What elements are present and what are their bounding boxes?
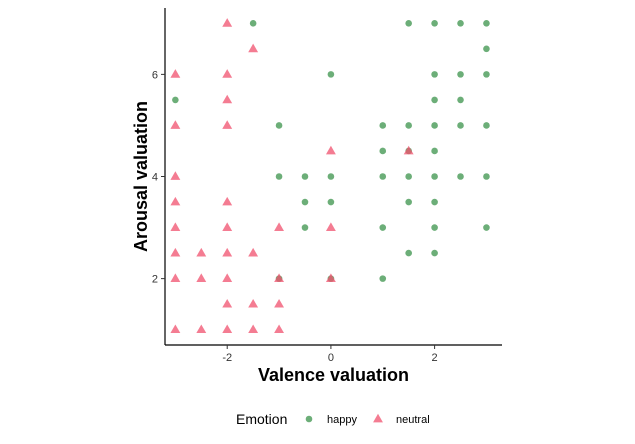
happy-point: [379, 173, 387, 180]
x-tick-label: -2: [222, 352, 232, 364]
legend-item-happy: happy: [305, 414, 357, 426]
happy-point: [483, 122, 490, 129]
neutral-point: [325, 273, 336, 283]
y-tick-label: 6: [152, 69, 158, 81]
happy-point: [431, 198, 438, 206]
y-tick-label: 4: [152, 172, 158, 184]
neutral-point: [222, 69, 233, 78]
neutral-point: [222, 222, 233, 231]
happy-point: [249, 20, 257, 27]
happy-point: [405, 249, 412, 257]
happy-point: [431, 122, 438, 129]
happy-point: [431, 173, 438, 180]
happy-point: [483, 45, 490, 53]
neutral-point: [170, 196, 181, 206]
legend-key-neutral: [373, 413, 383, 423]
x-axis-title: Valence valuation: [258, 365, 409, 385]
neutral-point: [222, 94, 233, 104]
x-tick-label: 0: [328, 352, 334, 364]
happy-point: [327, 198, 335, 206]
happy-point: [379, 224, 387, 231]
happy-point: [379, 275, 387, 282]
marks-layer: [170, 18, 490, 334]
neutral-point: [222, 273, 233, 283]
neutral-point: [248, 247, 259, 257]
ticks-layer: -2 0 2 2 4 6: [152, 69, 438, 364]
neutral-point: [274, 273, 285, 283]
neutral-point: [403, 145, 414, 155]
neutral-point: [222, 18, 233, 27]
x-tick-label: 2: [432, 352, 438, 364]
neutral-point: [196, 273, 207, 283]
happy-point: [483, 20, 490, 27]
legend-item-neutral: neutral: [373, 413, 430, 426]
neutral-point: [170, 324, 181, 334]
happy-point: [431, 71, 438, 78]
neutral-point: [170, 120, 181, 129]
happy-point: [379, 147, 387, 155]
neutral-point: [274, 298, 285, 308]
neutral-point: [222, 120, 233, 129]
happy-point: [172, 96, 179, 104]
happy-point: [431, 96, 438, 104]
neutral-point: [170, 69, 181, 78]
happy-point: [457, 122, 464, 129]
legend-items: happy neutral: [305, 413, 430, 426]
legend-label: neutral: [396, 414, 430, 426]
series-neutral: [170, 18, 414, 334]
happy-point: [457, 71, 464, 78]
legend-title: Emotion: [236, 411, 287, 427]
happy-point: [301, 224, 309, 231]
happy-point: [405, 20, 412, 27]
neutral-point: [248, 298, 259, 308]
neutral-point: [248, 43, 259, 53]
happy-point: [431, 147, 438, 155]
neutral-point: [222, 324, 233, 334]
neutral-point: [274, 222, 285, 231]
happy-point: [483, 71, 490, 78]
neutral-point: [222, 298, 233, 308]
legend: Emotion happy neutral: [236, 411, 430, 427]
happy-point: [327, 173, 335, 180]
happy-point: [405, 173, 412, 180]
neutral-point: [222, 196, 233, 206]
neutral-point: [274, 324, 285, 334]
happy-point: [457, 173, 464, 180]
neutral-point: [170, 273, 181, 283]
legend-label: happy: [327, 414, 357, 426]
happy-point: [457, 20, 464, 27]
happy-point: [457, 96, 464, 104]
happy-point: [405, 122, 412, 129]
happy-point: [301, 173, 309, 180]
happy-point: [483, 173, 490, 180]
happy-point: [431, 20, 438, 27]
neutral-point: [196, 324, 207, 334]
happy-point: [327, 71, 335, 78]
happy-point: [431, 224, 438, 231]
happy-point: [275, 122, 283, 129]
happy-point: [405, 198, 412, 206]
happy-point: [431, 249, 438, 257]
happy-point: [379, 122, 387, 129]
neutral-point: [170, 171, 181, 180]
neutral-point: [196, 247, 207, 257]
neutral-point: [325, 145, 336, 155]
happy-point: [483, 224, 490, 231]
legend-key-happy: [305, 415, 313, 423]
y-tick-label: 2: [152, 274, 158, 286]
happy-point: [301, 198, 309, 206]
series-happy: [172, 20, 490, 282]
neutral-point: [222, 247, 233, 257]
neutral-point: [170, 247, 181, 257]
neutral-point: [248, 324, 259, 334]
happy-point: [275, 173, 283, 180]
y-axis-title: Arousal valuation: [131, 101, 151, 252]
neutral-point: [170, 222, 181, 231]
neutral-point: [325, 222, 336, 231]
